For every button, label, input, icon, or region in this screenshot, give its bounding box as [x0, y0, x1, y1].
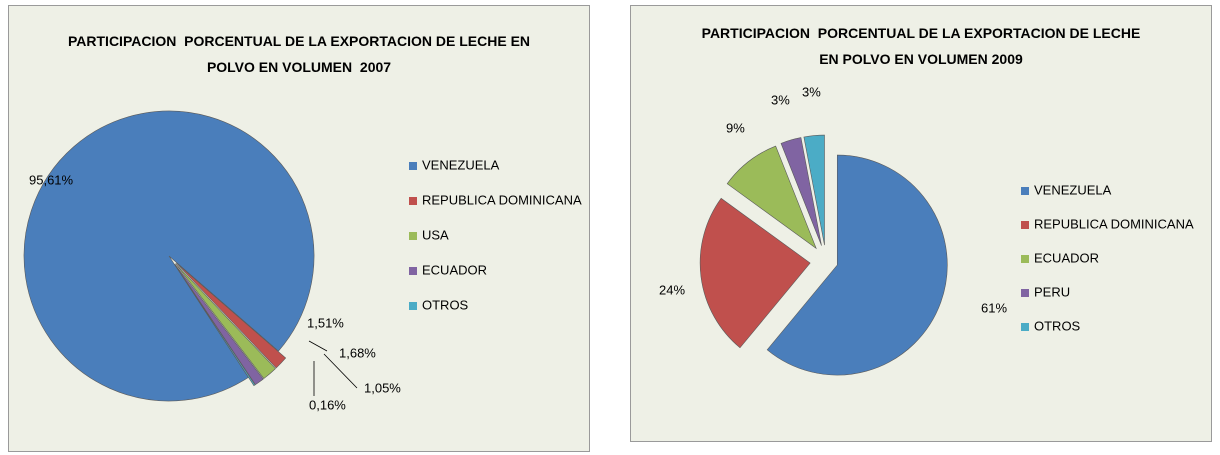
chart-title: PARTICIPACION PORCENTUAL DE LA EXPORTACI…	[67, 33, 534, 75]
legend-label: ECUADOR	[1034, 250, 1099, 265]
legend-label: OTROS	[422, 297, 469, 312]
legend-label: REPUBLICA DOMINICANA	[422, 192, 582, 207]
legend-swatch	[1021, 255, 1029, 263]
data-label: 3%	[771, 92, 790, 107]
data-label: 1,05%	[364, 380, 401, 395]
data-label: 95,61%	[29, 172, 74, 187]
data-label: 1,68%	[339, 345, 376, 360]
data-label: 1,51%	[307, 315, 344, 330]
data-label: 3%	[802, 84, 821, 99]
leader-line	[323, 353, 358, 389]
chart-panel: PARTICIPACION PORCENTUAL DE LA EXPORTACI…	[630, 5, 1212, 442]
chart: 61% 24% 9% 3% 3% VENEZUELA REPUBLICA DOMINICAN…	[659, 84, 1194, 376]
legend-label: VENEZUELA	[422, 157, 500, 172]
legend-swatch	[1021, 323, 1029, 331]
pie-slice	[780, 137, 822, 246]
leader-line	[308, 340, 328, 352]
pie-slice	[174, 263, 264, 386]
chart-title: PARTICIPACION PORCENTUAL DE LA EXPORTACI…	[701, 25, 1145, 67]
data-label: 24%	[659, 282, 685, 297]
pie-slice	[176, 262, 287, 369]
legend-label: OTROS	[1034, 318, 1081, 333]
legend-swatch	[409, 267, 417, 275]
legend-swatch	[409, 302, 417, 310]
legend-label: VENEZUELA	[1034, 182, 1112, 197]
pie-slice	[699, 197, 811, 349]
pie-slice	[175, 263, 276, 379]
pie-slice	[726, 145, 817, 250]
legend-label: USA	[422, 227, 449, 242]
data-label: 61%	[981, 300, 1007, 315]
legend-swatch	[1021, 289, 1029, 297]
legend-swatch	[409, 232, 417, 240]
legend-swatch	[409, 197, 417, 205]
chart-panel: PARTICIPACION PORCENTUAL DE LA EXPORTACI…	[8, 5, 590, 452]
pie-slice	[766, 154, 948, 376]
legend-swatch	[1021, 221, 1029, 229]
data-label: 0,16%	[309, 397, 346, 412]
legend-swatch	[1021, 187, 1029, 195]
legend-label: REPUBLICA DOMINICANA	[1034, 216, 1194, 231]
legend-swatch	[409, 162, 417, 170]
legend-label: PERU	[1034, 284, 1070, 299]
pie-slice	[174, 264, 256, 387]
legend-label: ECUADOR	[422, 262, 487, 277]
pie-slice	[23, 110, 315, 402]
data-label: 9%	[726, 120, 745, 135]
pie-slice	[803, 134, 825, 246]
chart: 95,61% 1,51% 1,68% 1,05% 0,16% VENEZUELA REPUB…	[23, 110, 582, 412]
